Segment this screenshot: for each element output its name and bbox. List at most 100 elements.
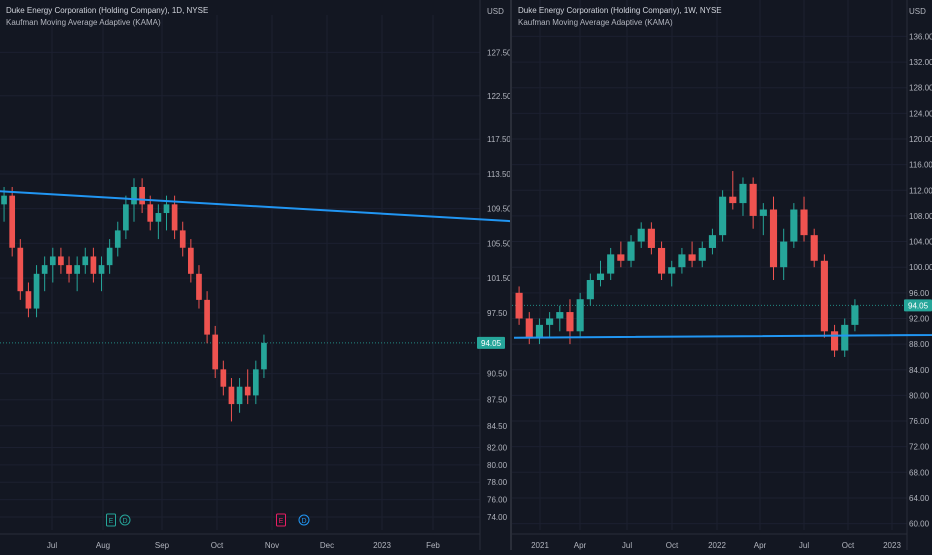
dividend-marker-circle — [119, 514, 131, 526]
pane-divider[interactable] — [510, 0, 512, 550]
candle-body — [41, 265, 48, 274]
y-tick-label: 101.50 — [487, 274, 510, 283]
y-tick-label: 128.00 — [909, 84, 932, 93]
candle — [220, 360, 227, 396]
candle — [535, 318, 544, 345]
y-tick-label: 82.00 — [487, 444, 508, 453]
candle — [179, 221, 186, 257]
candle-body — [627, 241, 635, 261]
x-tick-label: Jul — [47, 541, 57, 550]
candle — [830, 324, 839, 357]
x-tick-label: Apr — [754, 541, 767, 550]
candle-body — [74, 265, 80, 274]
candle-body — [800, 209, 808, 236]
last-price-label: 94.05 — [908, 301, 929, 310]
candle — [98, 256, 105, 292]
x-tick-label: Aug — [96, 541, 110, 550]
candle — [769, 196, 778, 281]
candle — [525, 312, 533, 345]
candle — [196, 265, 202, 309]
x-tick-label: Jul — [622, 541, 632, 550]
candle-body — [841, 324, 849, 351]
candle-body — [719, 196, 727, 236]
candle-body — [576, 299, 584, 332]
candle-body — [131, 186, 137, 205]
candle — [188, 239, 194, 283]
weekly-chart-pane[interactable]: 136.00 132.00 128.00 124.00 120.00 116.00 112.… — [512, 0, 932, 550]
candle-body — [678, 254, 686, 268]
candle — [17, 239, 24, 300]
x-tick-label: Oct — [666, 541, 679, 550]
candle — [123, 195, 129, 240]
candle-body — [123, 204, 129, 231]
candle — [74, 256, 80, 292]
candle-body — [139, 186, 145, 205]
x-tick-label: Feb — [426, 541, 440, 550]
event-marker-label: D — [122, 518, 127, 525]
event-marker-label: D — [301, 518, 306, 525]
candle-body — [657, 247, 666, 274]
event-marker-label: E — [279, 518, 284, 525]
candle — [515, 286, 523, 325]
y-tick-label: 87.50 — [487, 396, 508, 405]
x-tick-label: 2023 — [373, 541, 391, 550]
candle — [698, 241, 706, 268]
candle — [759, 203, 767, 236]
candle — [33, 265, 40, 318]
candle-body — [58, 256, 64, 266]
candle-body — [515, 292, 523, 319]
candle-body — [204, 299, 210, 335]
candle-body — [90, 256, 97, 274]
x-tick-label: Sep — [155, 541, 170, 550]
candle — [171, 195, 178, 240]
candle — [556, 305, 564, 332]
y-tick-label: 104.00 — [909, 238, 932, 247]
y-tick-label: 113.50 — [487, 170, 510, 179]
y-tick-label: 76.00 — [487, 496, 508, 505]
candle-body — [9, 195, 16, 248]
candle-body — [820, 260, 828, 332]
dividend-marker: D — [119, 514, 131, 526]
candle — [688, 241, 696, 268]
y-tick-label: 72.00 — [909, 443, 930, 452]
candle-body — [179, 230, 186, 248]
candle — [114, 221, 121, 257]
candle-body — [212, 334, 219, 370]
y-tick-label: 112.00 — [909, 186, 932, 195]
candle-body — [25, 291, 32, 309]
y-tick-label: 92.00 — [909, 314, 930, 323]
candle — [780, 228, 788, 281]
candle — [25, 282, 32, 318]
y-axis-unit: USD — [909, 7, 926, 16]
daily-chart-title: Duke Energy Corporation (Holding Company… — [6, 6, 209, 15]
candle-body — [729, 196, 737, 204]
weekly-chart-svg[interactable]: 136.00 132.00 128.00 124.00 120.00 116.00 112.… — [512, 0, 932, 550]
y-tick-label: 60.00 — [909, 520, 930, 529]
candle — [212, 325, 219, 379]
x-tick-label: 2022 — [708, 541, 726, 550]
candle — [596, 260, 605, 287]
candle — [790, 203, 798, 248]
y-tick-label: 122.50 — [487, 92, 510, 101]
x-tick-label: Dec — [320, 541, 334, 550]
last-price-bg — [904, 299, 932, 312]
candle-body — [188, 247, 194, 274]
y-tick-label: 116.00 — [909, 161, 932, 170]
candle-body — [617, 254, 625, 261]
candle-body — [244, 386, 251, 396]
x-tick-label: Oct — [211, 541, 224, 550]
x-tick-label: Nov — [265, 541, 279, 550]
candle-body — [228, 386, 235, 405]
y-tick-label: 100.00 — [909, 263, 932, 272]
candle-body — [196, 273, 202, 300]
candle-body — [749, 183, 757, 216]
chart-group: 136.00 132.00 128.00 124.00 120.00 116.00 112.… — [512, 0, 932, 550]
y-tick-label: 120.00 — [909, 135, 932, 144]
last-price-tag: 94.05 — [904, 299, 932, 312]
candle — [1, 186, 7, 222]
candle-body — [114, 230, 121, 248]
y-tick-label: 96.00 — [909, 289, 930, 298]
earnings-marker-box — [106, 513, 116, 527]
